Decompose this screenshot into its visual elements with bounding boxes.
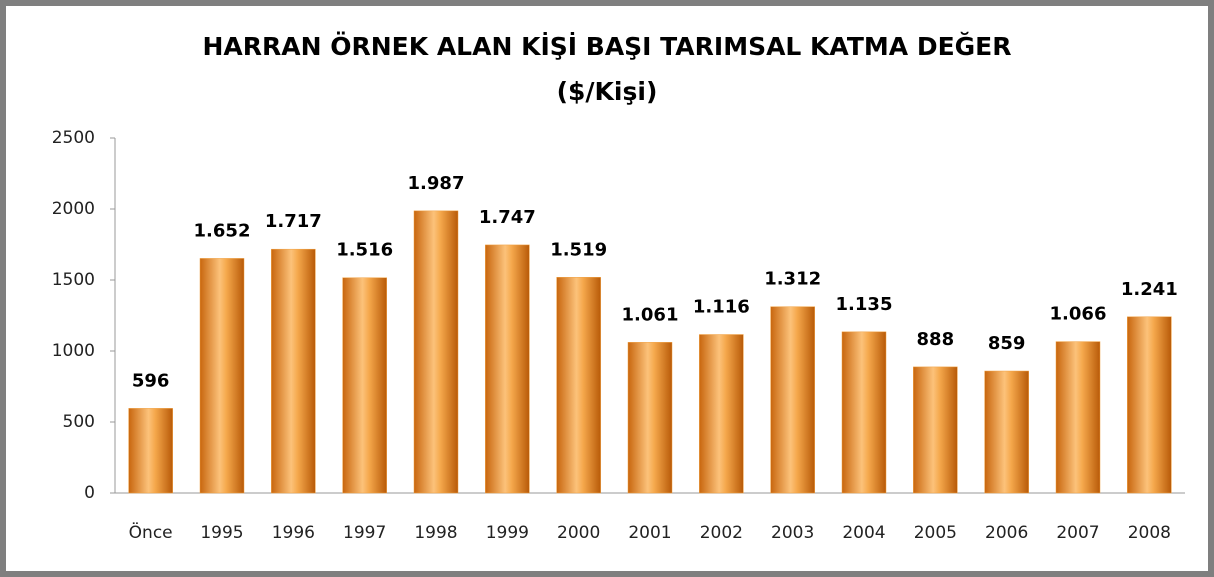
x-tick-label: 1996 <box>272 523 315 543</box>
x-tick-label: 1998 <box>414 523 457 543</box>
data-label: 859 <box>988 333 1026 354</box>
data-label: 1.519 <box>550 239 607 260</box>
x-tick-label: 2000 <box>557 523 600 543</box>
bar <box>913 366 958 494</box>
x-tick-label: 2006 <box>985 523 1028 543</box>
data-label: 596 <box>132 370 170 391</box>
data-label: 1.516 <box>336 240 393 261</box>
x-tick-label: 1999 <box>486 523 529 543</box>
y-tick-label: 0 <box>84 483 95 503</box>
x-tick-label: 2002 <box>700 523 743 543</box>
x-tick-label: 2008 <box>1128 523 1171 543</box>
bar <box>984 370 1029 494</box>
data-label: 888 <box>917 329 955 350</box>
bar <box>699 334 744 494</box>
y-tick-label: 1500 <box>52 270 95 290</box>
data-label: 1.987 <box>408 173 465 194</box>
bar <box>627 342 673 494</box>
data-label: 1.312 <box>764 269 821 290</box>
bar <box>342 277 387 494</box>
chart-title: HARRAN ÖRNEK ALAN KİŞİ BAŞI TARIMSAL KAT… <box>203 31 1012 61</box>
bar <box>413 210 459 494</box>
bar <box>485 244 530 494</box>
x-tick-label: Önce <box>129 521 173 543</box>
bar <box>271 248 316 494</box>
y-tick-label: 2000 <box>52 199 95 219</box>
x-tick-label: 2004 <box>842 523 885 543</box>
x-tick-label: 2003 <box>771 523 814 543</box>
bar <box>556 277 601 494</box>
data-label: 1.747 <box>479 207 536 228</box>
y-tick-label: 500 <box>63 412 95 432</box>
y-tick-label: 2500 <box>52 128 95 148</box>
bar <box>770 306 815 494</box>
bar <box>841 331 887 494</box>
data-label: 1.717 <box>265 211 322 232</box>
y-tick-label: 1000 <box>52 341 95 361</box>
bar <box>1127 316 1172 494</box>
bar <box>199 258 245 494</box>
x-tick-label: 1995 <box>200 523 243 543</box>
data-label: 1.061 <box>622 304 679 325</box>
chart-subtitle: ($/Kişi) <box>557 77 658 106</box>
data-label: 1.652 <box>194 220 251 241</box>
data-label: 1.135 <box>836 294 893 315</box>
x-tick-label: 1997 <box>343 523 386 543</box>
bar <box>128 408 173 494</box>
data-label: 1.066 <box>1050 304 1107 325</box>
x-tick-label: 2005 <box>914 523 957 543</box>
bar <box>1055 341 1101 494</box>
x-tick-label: 2001 <box>628 523 671 543</box>
data-label: 1.116 <box>693 297 750 318</box>
data-label: 1.241 <box>1121 279 1178 300</box>
x-tick-label: 2007 <box>1056 523 1099 543</box>
